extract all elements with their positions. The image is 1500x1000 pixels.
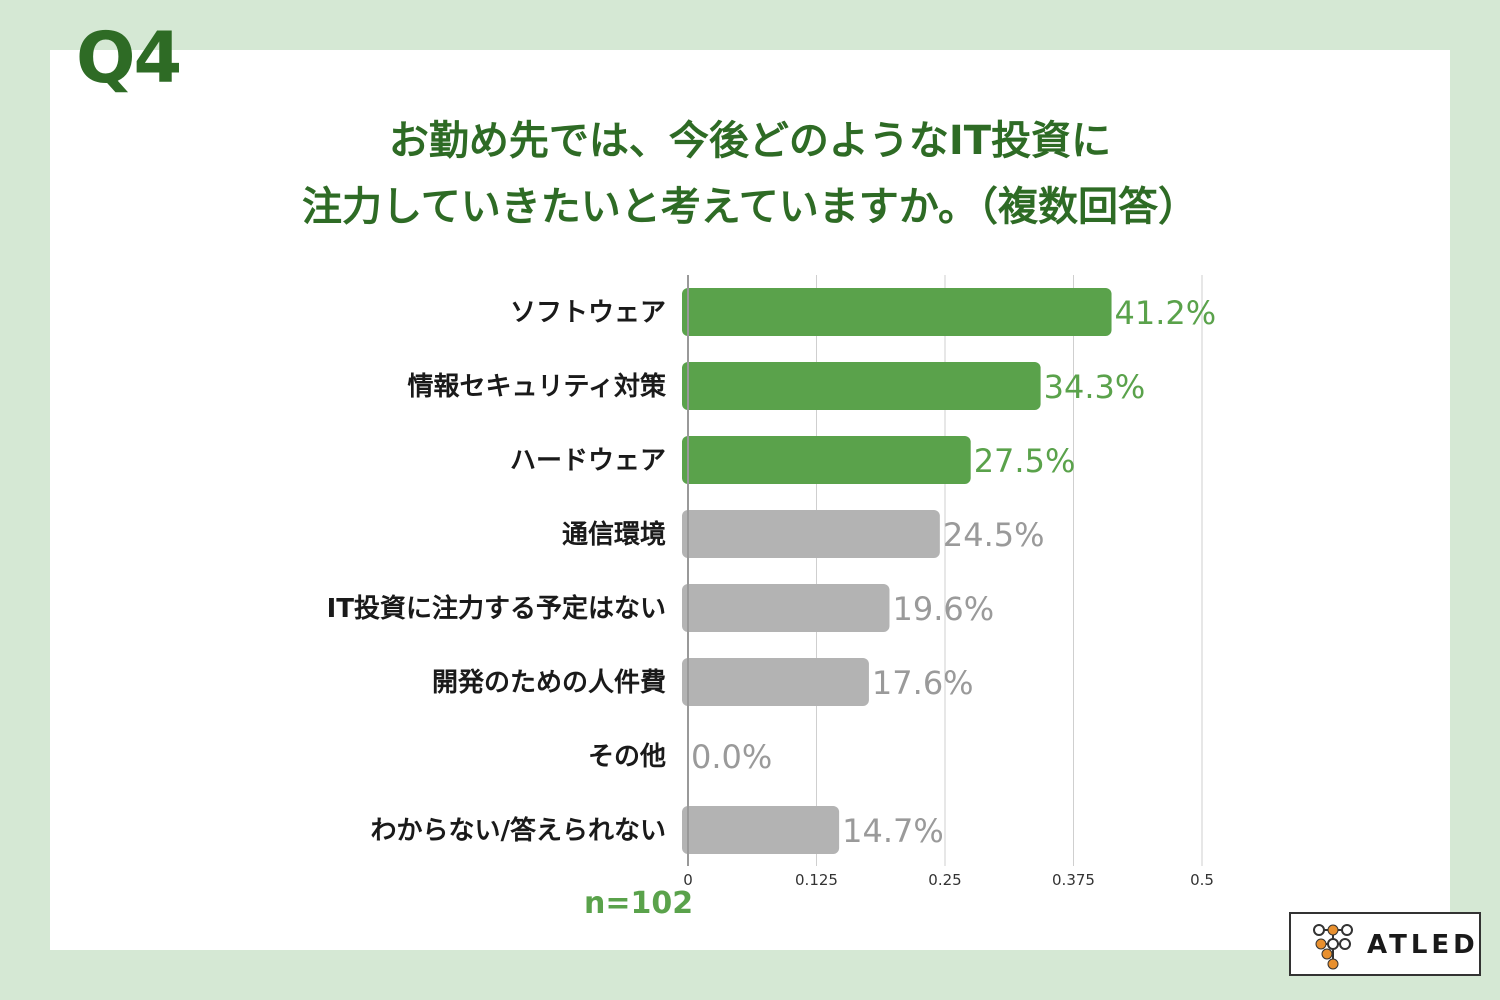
sample-size: n=102 <box>584 886 694 921</box>
data-label: 17.6% <box>872 664 974 702</box>
bar <box>682 658 869 706</box>
bar <box>682 510 940 558</box>
category-label: 通信環境 <box>562 519 666 550</box>
title-line-1: お勤め先では、今後どのようなIT投資に <box>388 118 1112 164</box>
x-tick-label: 0 <box>683 871 693 889</box>
category-label: ソフトウェア <box>510 298 666 328</box>
x-tick-label: 0.25 <box>928 871 961 889</box>
data-label: 27.5% <box>974 442 1076 480</box>
category-label: わからない/答えられない <box>371 815 667 846</box>
x-tick-label: 0.375 <box>1052 871 1095 889</box>
bar <box>682 288 1112 336</box>
atled-logo-icon <box>1313 924 1353 970</box>
data-label: 0.0% <box>691 738 772 776</box>
bar <box>682 362 1041 410</box>
bar <box>682 436 971 484</box>
title-line-2: 注力していきたいと考えていますか。（複数回答） <box>302 184 1198 230</box>
category-label: 情報セキュリティ対策 <box>408 371 666 402</box>
chart-title: お勤め先では、今後どのようなIT投資に 注力していきたいと考えていますか。（複数… <box>150 108 1350 240</box>
chart-card <box>50 50 1450 950</box>
data-label: 19.6% <box>892 590 994 628</box>
brand-name: ATLED <box>1367 930 1479 960</box>
bar <box>682 584 890 632</box>
data-label: 34.3% <box>1044 368 1146 406</box>
bar <box>682 806 840 854</box>
brand-logo: ATLED <box>1289 912 1481 976</box>
category-label: ハードウェア <box>510 446 666 476</box>
category-label: IT投資に注力する予定はない <box>327 593 666 624</box>
data-label: 14.7% <box>842 812 944 850</box>
data-label: 41.2% <box>1115 294 1217 332</box>
data-label: 24.5% <box>943 516 1045 554</box>
category-label: その他 <box>588 742 666 772</box>
category-label: 開発のための人件費 <box>432 668 666 698</box>
x-tick-label: 0.125 <box>795 871 838 889</box>
x-tick-label: 0.5 <box>1190 871 1214 889</box>
question-label: Q4 <box>76 17 182 99</box>
